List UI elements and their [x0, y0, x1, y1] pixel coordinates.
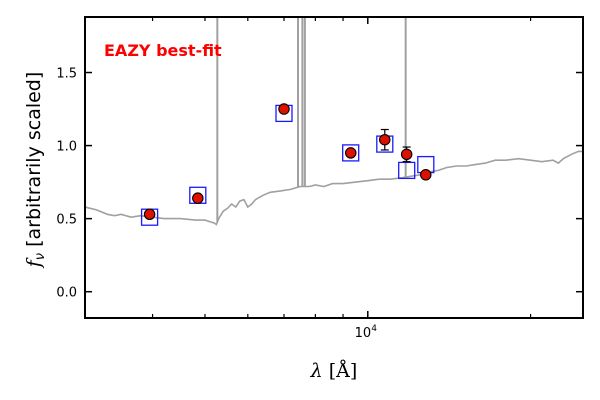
observed-data-point	[278, 103, 290, 115]
observed-data-point	[420, 169, 432, 181]
x-tick-label: 104	[355, 324, 378, 341]
template-spectrum-line	[85, 150, 583, 226]
fit-annotation: EAZY best-fit	[104, 41, 222, 60]
observed-data-point	[192, 192, 204, 204]
plot-frame	[84, 16, 584, 319]
y-axis-label: fν [arbitrarily scaled]	[23, 72, 48, 270]
observed-data-point	[400, 148, 413, 161]
x-axis-label: λ [Å]	[310, 360, 358, 382]
y-tick-label: 0.0	[56, 286, 77, 301]
y-tick-label: 0.5	[56, 213, 77, 228]
observed-data-point	[379, 133, 391, 146]
y-tick-label: 1.0	[56, 140, 77, 155]
observed-data-point	[143, 208, 156, 221]
model-photometry-square	[398, 161, 416, 180]
observed-data-point	[344, 147, 357, 159]
model-photometry-square	[342, 144, 360, 162]
y-tick-label: 1.5	[56, 67, 77, 82]
